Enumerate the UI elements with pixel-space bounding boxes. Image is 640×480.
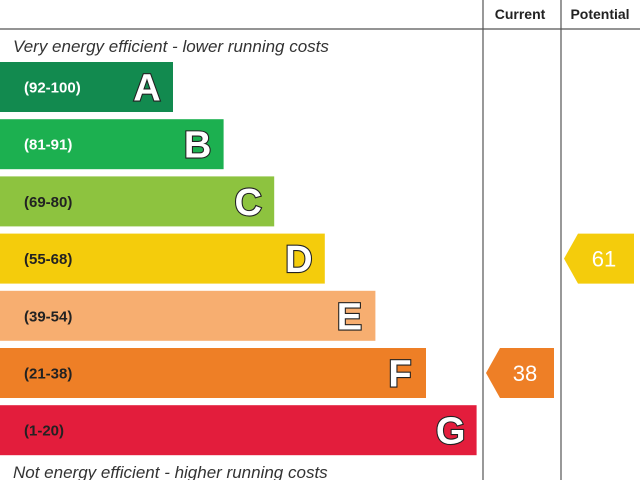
band-g-range: (1-20): [24, 423, 64, 440]
band-e-bar: [0, 290, 376, 341]
band-d: (55-68) D: [0, 233, 325, 284]
rating-potential-value: 61: [592, 247, 616, 272]
band-c-range: (69-80): [24, 194, 72, 211]
band-d-letter: D: [285, 239, 312, 281]
band-e-range: (39-54): [24, 308, 72, 325]
band-c-bar: [0, 176, 275, 227]
band-g-letter: G: [436, 411, 466, 453]
rating-current-value: 38: [513, 361, 537, 386]
rating-potential: 61: [564, 233, 634, 284]
band-b: (81-91) B: [0, 119, 224, 170]
top-note: Very energy efficient - lower running co…: [13, 37, 329, 56]
band-a-bar: [0, 62, 173, 112]
band-c: (69-80) C: [0, 176, 275, 227]
rating-current-arrow: [486, 348, 554, 398]
band-a: (92-100) A: [0, 62, 173, 112]
band-b-range: (81-91): [24, 137, 72, 154]
band-e-letter: E: [337, 296, 362, 338]
bottom-note: Not energy efficient - higher running co…: [13, 463, 328, 480]
header-current: Current: [495, 6, 546, 22]
rating-current: 38: [486, 348, 554, 398]
header-potential: Potential: [570, 6, 629, 22]
band-f: (21-38) F: [0, 348, 426, 398]
band-a-range: (92-100): [24, 80, 81, 97]
band-g: (1-20) G: [0, 405, 477, 456]
band-f-letter: F: [388, 354, 411, 396]
rating-markers: 38 61: [486, 233, 634, 398]
band-f-bar: [0, 348, 426, 398]
band-d-bar: [0, 233, 325, 284]
band-b-letter: B: [184, 125, 211, 167]
band-a-letter: A: [133, 68, 160, 110]
band-b-bar: [0, 119, 224, 170]
band-g-bar: [0, 405, 477, 456]
band-f-range: (21-38): [24, 366, 72, 383]
rating-bands: (92-100) A (81-91) B (69-80) C (55-68) D (39-54)…: [0, 62, 477, 456]
band-e: (39-54) E: [0, 290, 376, 341]
band-c-letter: C: [234, 182, 261, 224]
band-d-range: (55-68): [24, 251, 72, 268]
rating-potential-arrow: [564, 233, 634, 284]
